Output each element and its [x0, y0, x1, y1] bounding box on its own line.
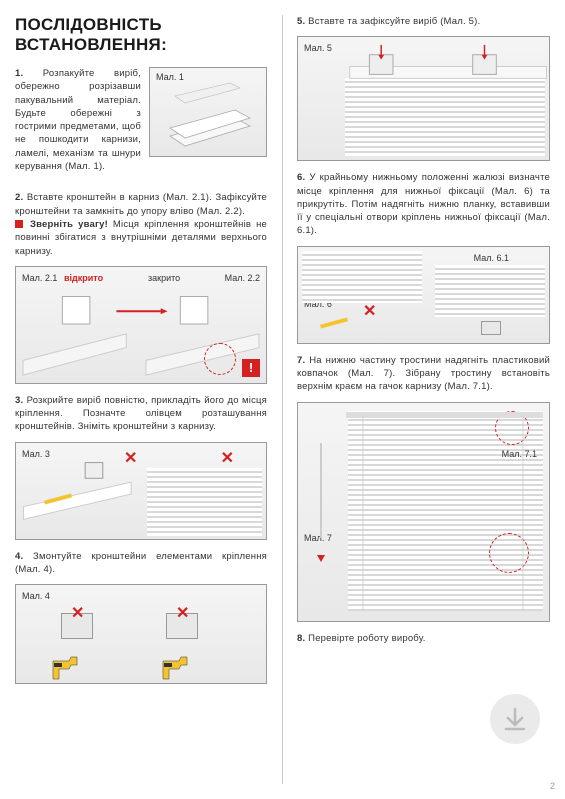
- figure-3: Мал. 3 ✕ ✕: [15, 442, 267, 540]
- red-circle-detail: [204, 343, 236, 375]
- arrow-down-icon: [501, 705, 529, 733]
- fig-61-label: Мал. 6.1: [474, 253, 509, 263]
- drill-icon: [51, 653, 81, 681]
- fig-7-lines: [298, 403, 549, 621]
- warning-marker-icon: [15, 220, 23, 228]
- warning-icon: !: [242, 359, 260, 377]
- right-column: 5. Вставте та зафіксуйте виріб (Мал. 5).…: [282, 0, 565, 799]
- step-5-text: 5. Вставте та зафіксуйте виріб (Мал. 5).: [297, 15, 550, 28]
- figure-7: Мал. 7 Мал. 7.1: [297, 402, 550, 622]
- red-x-icon: ✕: [176, 603, 189, 623]
- fig-22-label: Мал. 2.2: [225, 273, 260, 283]
- figure-6: Мал. 6 Мал. 6.1 ✕: [297, 246, 550, 344]
- step-7-text: 7. На нижню частину тростини надягніть п…: [297, 354, 550, 394]
- fig-21-open: відкрито: [64, 273, 103, 283]
- left-column: ПОСЛІДОВНІСТЬ ВСТАНОВЛЕННЯ: 1. Розпакуйт…: [0, 0, 282, 799]
- step-2-text: 2. Вставте кронштейн в карниз (Мал. 2.1)…: [15, 191, 267, 257]
- step-4-text: 4. Змонтуйте кронштейни елементами кріпл…: [15, 550, 267, 577]
- fig-4-label: Мал. 4: [22, 591, 50, 601]
- red-x-icon: ✕: [71, 603, 84, 623]
- column-divider: [282, 15, 283, 784]
- fig-5-illustration: [298, 37, 549, 160]
- blinds-icon: [435, 265, 545, 317]
- step-8-text: 8. Перевірте роботу виробу.: [297, 632, 550, 645]
- figure-2: Мал. 2.1 відкрито закрито Мал. 2.2 !: [15, 266, 267, 384]
- pencil-icon: [320, 317, 348, 328]
- drill-icon: [161, 653, 191, 681]
- red-x-icon: ✕: [363, 301, 376, 321]
- download-arrow-overlay: [490, 694, 540, 744]
- bracket-icon: [481, 321, 501, 335]
- step-6-text: 6. У крайньому нижньому положенні жалюзі…: [297, 171, 550, 237]
- page-number: 2: [550, 781, 555, 791]
- step-3-text: 3. Розкрийте виріб повністю, прикладіть …: [15, 394, 267, 434]
- fig-22-closed: закрито: [148, 273, 180, 283]
- red-x-icon: ✕: [221, 448, 234, 468]
- figure-1: Мал. 1: [149, 67, 267, 157]
- red-x-icon: ✕: [124, 448, 137, 468]
- main-title: ПОСЛІДОВНІСТЬ ВСТАНОВЛЕННЯ:: [15, 15, 267, 55]
- fig-1-label: Мал. 1: [156, 72, 184, 82]
- figure-5: Мал. 5: [297, 36, 550, 161]
- figure-4: Мал. 4 ✕ ✕: [15, 584, 267, 684]
- blinds-icon: [302, 251, 422, 303]
- step-1-text: 1. Розпакуйте виріб, обережно розрізавши…: [15, 67, 141, 173]
- fig-21-label: Мал. 2.1: [22, 273, 57, 283]
